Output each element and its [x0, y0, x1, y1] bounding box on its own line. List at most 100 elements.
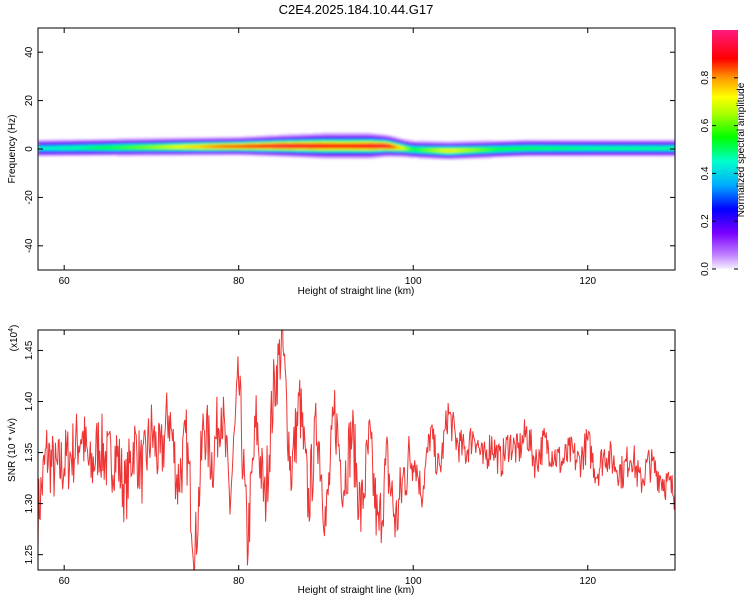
heatmap-cell [666, 144, 672, 147]
heatmap-cell [600, 150, 606, 153]
heatmap-cell [103, 148, 109, 150]
heatmap-cell [483, 149, 488, 151]
heatmap-cell [483, 150, 488, 152]
heatmap-cell [430, 149, 436, 152]
heatmap-cell [387, 136, 392, 139]
heatmap-cell [330, 135, 336, 138]
heatmap-cell [295, 144, 301, 146]
heatmap-cell [395, 148, 401, 151]
heatmap-cell [417, 150, 423, 152]
heatmap-cell [247, 137, 253, 140]
heatmap-cell [583, 151, 589, 154]
heatmap-cell [155, 148, 161, 151]
heatmap-cell [500, 149, 506, 152]
heatmap-cell [164, 148, 170, 150]
heatmap-cell [404, 151, 410, 154]
heatmap-cell [531, 154, 536, 157]
heatmap-cell [243, 153, 249, 156]
heatmap-cell [500, 146, 506, 149]
heatmap-cell [365, 142, 371, 145]
heatmap-cell [369, 133, 375, 136]
heatmap-cell [356, 141, 362, 144]
heatmap-cell [216, 150, 222, 153]
heatmap-cell [347, 135, 353, 138]
heatmap-cell [491, 143, 497, 146]
heatmap-cell [247, 149, 253, 151]
heatmap-cell [238, 147, 244, 150]
heatmap-cell [151, 152, 157, 154]
heatmap-cell [653, 141, 659, 143]
heatmap-cell [526, 153, 532, 156]
heatmap-cell [208, 150, 214, 153]
heatmap-cell [670, 154, 675, 157]
heatmap-cell [465, 153, 471, 156]
heatmap-cell [339, 142, 345, 145]
heatmap-cell [190, 140, 196, 142]
heatmap-cell [116, 154, 122, 157]
heatmap-cell [155, 139, 161, 142]
heatmap-cell [504, 141, 510, 144]
heatmap-cell [430, 155, 436, 158]
heatmap-cell [373, 146, 379, 149]
heatmap-cell [234, 141, 240, 144]
heatmap-cell [496, 149, 502, 152]
heatmap-cell [369, 144, 375, 146]
heatmap-cell [500, 147, 506, 150]
heatmap-cell [356, 133, 362, 136]
heatmap-cell [635, 140, 641, 142]
heatmap-cell [640, 148, 646, 151]
heatmap-cell [635, 146, 641, 149]
heatmap-cell [216, 146, 222, 149]
heatmap-cell [491, 154, 497, 157]
heatmap-cell [291, 155, 297, 158]
heatmap-cell [99, 152, 105, 155]
heatmap-cell [387, 142, 392, 145]
heatmap-cell [605, 148, 611, 151]
heatmap-cell [299, 153, 305, 155]
heatmap-cell [151, 150, 157, 152]
heatmap-cell [299, 145, 305, 147]
heatmap-cell [321, 144, 327, 146]
heatmap-cell [181, 152, 187, 154]
heatmap-cell [456, 143, 462, 145]
heatmap-cell [339, 144, 345, 146]
heatmap-cell [600, 146, 606, 149]
heatmap-cell [435, 141, 440, 143]
heatmap-cell [291, 146, 297, 149]
heatmap-cell [417, 143, 423, 145]
heatmap-cell [238, 146, 244, 149]
heatmap-cell [356, 139, 362, 142]
y-tick-label: 40 [24, 46, 35, 58]
heatmap-cell [609, 153, 615, 156]
heatmap-cell [496, 141, 502, 144]
heatmap-cell [657, 146, 663, 149]
heatmap-cell [365, 136, 371, 139]
heatmap-cell [378, 153, 384, 156]
heatmap-cell [160, 152, 166, 154]
heatmap-cell [208, 149, 214, 152]
heatmap-cell [299, 153, 305, 156]
colorbar-tick-label: 0.8 [700, 70, 711, 84]
heatmap-cell [487, 141, 493, 143]
heatmap-cell [539, 151, 545, 154]
heatmap-cell [81, 148, 87, 150]
heatmap-cell [552, 147, 558, 150]
heatmap-cell [195, 145, 201, 147]
heatmap-cell [199, 153, 205, 156]
heatmap-cell [456, 152, 462, 155]
heatmap-cell [565, 148, 571, 151]
heatmap-cell [312, 153, 318, 156]
heatmap-cell [199, 144, 205, 146]
heatmap-cell [404, 144, 410, 146]
heatmap-cell [544, 147, 550, 150]
heatmap-cell [221, 139, 227, 141]
heatmap-cell [365, 133, 371, 136]
heatmap-cell [321, 152, 327, 154]
heatmap-cell [369, 138, 375, 140]
heatmap-cell [461, 147, 467, 150]
heatmap-cell [382, 155, 388, 157]
heatmap-cell [251, 152, 257, 154]
heatmap-cell [72, 151, 78, 153]
heatmap-cell [308, 135, 314, 137]
colorbar-tick-label: 0.4 [700, 166, 711, 180]
